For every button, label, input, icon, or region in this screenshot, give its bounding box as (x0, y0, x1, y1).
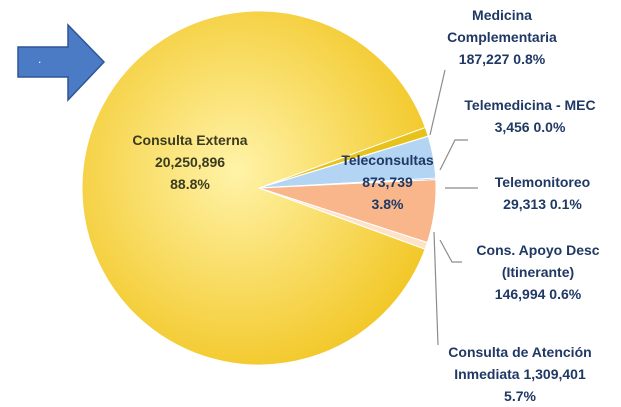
percent-label: 3.8% (371, 196, 404, 212)
value-label: 873,739 (362, 174, 413, 190)
leader-lines (429, 69, 478, 346)
slice-label: Medicina Complementaria 187,227 0.8% (432, 4, 572, 70)
leader-line (439, 239, 462, 263)
value-label: 187,227 (458, 51, 510, 67)
slice-label: Teleconsultas 873,739 3.8% (330, 149, 445, 215)
leader-line (429, 69, 446, 136)
arrow-text: . (38, 52, 42, 66)
percent-label: 0.6% (549, 286, 582, 302)
percent-label: 5.7% (504, 388, 536, 404)
category-label: Medicina Complementaria (447, 7, 557, 45)
percent-label: 0.8% (513, 51, 546, 67)
category-label: Consulta de Atención Inmediata (448, 344, 592, 382)
leader-line (439, 139, 468, 171)
value-label: 29,313 (503, 196, 546, 212)
category-label: Cons. Apoyo Desc (Itinerante) (476, 242, 600, 280)
value-label: 1,309,401 (523, 366, 586, 382)
pie-slice (81, 10, 426, 366)
pie (81, 10, 437, 366)
slice-label: Telemonitoreo 29,313 0.1% (480, 171, 605, 215)
slice-label: Consulta de Atención Inmediata 1,309,401… (430, 341, 610, 407)
slice-label: Cons. Apoyo Desc (Itinerante) 146,994 0.… (463, 239, 613, 305)
slice-label: Consulta Externa 20,250,896 88.8% (105, 129, 275, 195)
category-label: Teleconsultas (341, 152, 434, 168)
value-label: 146,994 (494, 286, 546, 302)
percent-label: 0.1% (549, 196, 582, 212)
category-label: Consulta Externa (132, 132, 248, 148)
value-label: 20,250,896 (154, 154, 226, 170)
arrow (17, 23, 106, 102)
value-label: 3,456 (494, 119, 530, 135)
category-label: Telemedicina - MEC (464, 97, 596, 113)
percent-label: 88.8% (170, 176, 210, 192)
leader-line (433, 231, 439, 346)
percent-label: 0.0% (533, 119, 566, 135)
slice-label: Telemedicina - MEC 3,456 0.0% (460, 94, 600, 138)
category-label: Telemonitoreo (494, 174, 591, 190)
